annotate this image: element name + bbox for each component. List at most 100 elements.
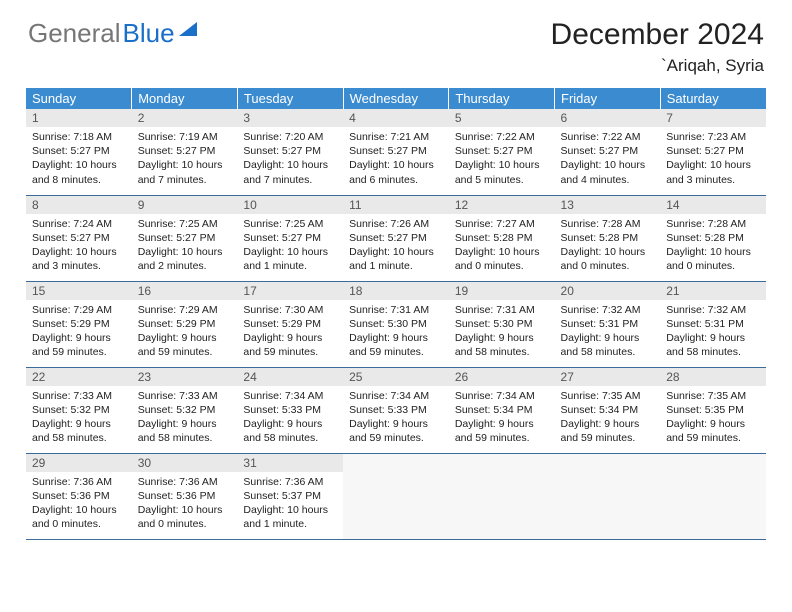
calendar-day-cell: 11Sunrise: 7:26 AMSunset: 5:27 PMDayligh…	[343, 195, 449, 281]
calendar-day-cell: 19Sunrise: 7:31 AMSunset: 5:30 PMDayligh…	[449, 281, 555, 367]
day-content: Sunrise: 7:20 AMSunset: 5:27 PMDaylight:…	[237, 127, 343, 190]
header: GeneralBlue December 2024 `Ariqah, Syria	[0, 0, 792, 88]
day-content: Sunrise: 7:32 AMSunset: 5:31 PMDaylight:…	[660, 300, 766, 363]
day-number: 15	[26, 282, 132, 300]
calendar-day-cell: 15Sunrise: 7:29 AMSunset: 5:29 PMDayligh…	[26, 281, 132, 367]
calendar-day-cell: 8Sunrise: 7:24 AMSunset: 5:27 PMDaylight…	[26, 195, 132, 281]
day-number: 29	[26, 454, 132, 472]
day-content: Sunrise: 7:25 AMSunset: 5:27 PMDaylight:…	[237, 214, 343, 277]
day-content: Sunrise: 7:28 AMSunset: 5:28 PMDaylight:…	[660, 214, 766, 277]
day-content: Sunrise: 7:19 AMSunset: 5:27 PMDaylight:…	[132, 127, 238, 190]
calendar-body: 1Sunrise: 7:18 AMSunset: 5:27 PMDaylight…	[26, 109, 766, 539]
day-number: 17	[237, 282, 343, 300]
day-number: 11	[343, 196, 449, 214]
day-number: 23	[132, 368, 238, 386]
day-number: 13	[555, 196, 661, 214]
month-title: December 2024	[551, 18, 764, 52]
day-number: 22	[26, 368, 132, 386]
calendar-day-cell: 16Sunrise: 7:29 AMSunset: 5:29 PMDayligh…	[132, 281, 238, 367]
calendar-week-row: 29Sunrise: 7:36 AMSunset: 5:36 PMDayligh…	[26, 453, 766, 539]
day-number: 20	[555, 282, 661, 300]
location-label: `Ariqah, Syria	[551, 56, 764, 76]
calendar-day-cell: 30Sunrise: 7:36 AMSunset: 5:36 PMDayligh…	[132, 453, 238, 539]
calendar-week-row: 8Sunrise: 7:24 AMSunset: 5:27 PMDaylight…	[26, 195, 766, 281]
day-content: Sunrise: 7:32 AMSunset: 5:31 PMDaylight:…	[555, 300, 661, 363]
weekday-header: Tuesday	[237, 88, 343, 109]
day-number: 3	[237, 109, 343, 127]
logo-text-blue: Blue	[123, 18, 175, 49]
logo-triangle-icon	[179, 22, 197, 36]
calendar-day-cell: 23Sunrise: 7:33 AMSunset: 5:32 PMDayligh…	[132, 367, 238, 453]
day-number: 10	[237, 196, 343, 214]
day-number: 1	[26, 109, 132, 127]
day-content: Sunrise: 7:30 AMSunset: 5:29 PMDaylight:…	[237, 300, 343, 363]
calendar-day-cell: 9Sunrise: 7:25 AMSunset: 5:27 PMDaylight…	[132, 195, 238, 281]
calendar-week-row: 1Sunrise: 7:18 AMSunset: 5:27 PMDaylight…	[26, 109, 766, 195]
calendar-week-row: 22Sunrise: 7:33 AMSunset: 5:32 PMDayligh…	[26, 367, 766, 453]
calendar-day-cell: 4Sunrise: 7:21 AMSunset: 5:27 PMDaylight…	[343, 109, 449, 195]
calendar-day-cell: 28Sunrise: 7:35 AMSunset: 5:35 PMDayligh…	[660, 367, 766, 453]
calendar-day-cell: 10Sunrise: 7:25 AMSunset: 5:27 PMDayligh…	[237, 195, 343, 281]
day-number: 27	[555, 368, 661, 386]
day-number: 18	[343, 282, 449, 300]
day-content: Sunrise: 7:31 AMSunset: 5:30 PMDaylight:…	[343, 300, 449, 363]
calendar-day-cell: 12Sunrise: 7:27 AMSunset: 5:28 PMDayligh…	[449, 195, 555, 281]
day-content: Sunrise: 7:35 AMSunset: 5:35 PMDaylight:…	[660, 386, 766, 449]
calendar-day-cell: 24Sunrise: 7:34 AMSunset: 5:33 PMDayligh…	[237, 367, 343, 453]
day-content: Sunrise: 7:18 AMSunset: 5:27 PMDaylight:…	[26, 127, 132, 190]
calendar-day-cell: 14Sunrise: 7:28 AMSunset: 5:28 PMDayligh…	[660, 195, 766, 281]
calendar-day-cell	[555, 453, 661, 539]
day-number: 2	[132, 109, 238, 127]
weekday-header-row: SundayMondayTuesdayWednesdayThursdayFrid…	[26, 88, 766, 109]
calendar-table: SundayMondayTuesdayWednesdayThursdayFrid…	[26, 88, 766, 540]
calendar-day-cell	[660, 453, 766, 539]
calendar-day-cell: 17Sunrise: 7:30 AMSunset: 5:29 PMDayligh…	[237, 281, 343, 367]
calendar-day-cell: 25Sunrise: 7:34 AMSunset: 5:33 PMDayligh…	[343, 367, 449, 453]
day-content: Sunrise: 7:22 AMSunset: 5:27 PMDaylight:…	[555, 127, 661, 190]
day-number: 14	[660, 196, 766, 214]
calendar-day-cell: 21Sunrise: 7:32 AMSunset: 5:31 PMDayligh…	[660, 281, 766, 367]
day-number: 8	[26, 196, 132, 214]
calendar-day-cell: 18Sunrise: 7:31 AMSunset: 5:30 PMDayligh…	[343, 281, 449, 367]
logo-text-general: General	[28, 18, 121, 49]
day-number: 9	[132, 196, 238, 214]
day-content: Sunrise: 7:28 AMSunset: 5:28 PMDaylight:…	[555, 214, 661, 277]
day-content: Sunrise: 7:22 AMSunset: 5:27 PMDaylight:…	[449, 127, 555, 190]
calendar-day-cell	[343, 453, 449, 539]
calendar-day-cell: 7Sunrise: 7:23 AMSunset: 5:27 PMDaylight…	[660, 109, 766, 195]
day-content: Sunrise: 7:36 AMSunset: 5:36 PMDaylight:…	[132, 472, 238, 535]
calendar-day-cell: 26Sunrise: 7:34 AMSunset: 5:34 PMDayligh…	[449, 367, 555, 453]
day-content: Sunrise: 7:34 AMSunset: 5:34 PMDaylight:…	[449, 386, 555, 449]
calendar-day-cell: 20Sunrise: 7:32 AMSunset: 5:31 PMDayligh…	[555, 281, 661, 367]
logo: GeneralBlue	[28, 18, 197, 49]
calendar-day-cell: 27Sunrise: 7:35 AMSunset: 5:34 PMDayligh…	[555, 367, 661, 453]
calendar-day-cell: 29Sunrise: 7:36 AMSunset: 5:36 PMDayligh…	[26, 453, 132, 539]
day-content: Sunrise: 7:24 AMSunset: 5:27 PMDaylight:…	[26, 214, 132, 277]
day-number: 30	[132, 454, 238, 472]
calendar-day-cell: 1Sunrise: 7:18 AMSunset: 5:27 PMDaylight…	[26, 109, 132, 195]
day-content: Sunrise: 7:27 AMSunset: 5:28 PMDaylight:…	[449, 214, 555, 277]
day-content: Sunrise: 7:36 AMSunset: 5:37 PMDaylight:…	[237, 472, 343, 535]
day-content: Sunrise: 7:33 AMSunset: 5:32 PMDaylight:…	[26, 386, 132, 449]
calendar-day-cell	[449, 453, 555, 539]
day-content: Sunrise: 7:31 AMSunset: 5:30 PMDaylight:…	[449, 300, 555, 363]
day-content: Sunrise: 7:36 AMSunset: 5:36 PMDaylight:…	[26, 472, 132, 535]
calendar-day-cell: 5Sunrise: 7:22 AMSunset: 5:27 PMDaylight…	[449, 109, 555, 195]
day-number: 19	[449, 282, 555, 300]
day-number: 31	[237, 454, 343, 472]
day-number: 16	[132, 282, 238, 300]
weekday-header: Thursday	[449, 88, 555, 109]
day-number: 21	[660, 282, 766, 300]
calendar-day-cell: 2Sunrise: 7:19 AMSunset: 5:27 PMDaylight…	[132, 109, 238, 195]
day-number: 12	[449, 196, 555, 214]
day-number: 4	[343, 109, 449, 127]
day-number: 28	[660, 368, 766, 386]
day-content: Sunrise: 7:29 AMSunset: 5:29 PMDaylight:…	[132, 300, 238, 363]
weekday-header: Wednesday	[343, 88, 449, 109]
day-content: Sunrise: 7:21 AMSunset: 5:27 PMDaylight:…	[343, 127, 449, 190]
weekday-header: Saturday	[660, 88, 766, 109]
weekday-header: Monday	[132, 88, 238, 109]
calendar-day-cell: 6Sunrise: 7:22 AMSunset: 5:27 PMDaylight…	[555, 109, 661, 195]
weekday-header: Friday	[555, 88, 661, 109]
day-number: 6	[555, 109, 661, 127]
